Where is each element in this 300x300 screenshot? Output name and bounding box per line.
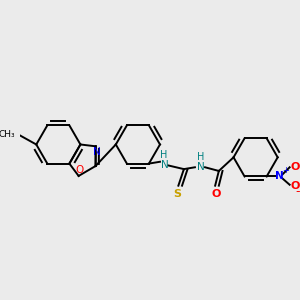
Text: N: N bbox=[196, 162, 204, 172]
Text: H: H bbox=[160, 150, 167, 160]
Text: CH₃: CH₃ bbox=[0, 130, 15, 139]
Text: H: H bbox=[197, 152, 204, 162]
Text: O: O bbox=[212, 189, 221, 199]
Text: O: O bbox=[291, 181, 300, 191]
Text: N: N bbox=[275, 172, 284, 182]
Text: S: S bbox=[173, 189, 181, 199]
Text: +: + bbox=[283, 166, 290, 175]
Text: N: N bbox=[93, 147, 101, 157]
Text: -: - bbox=[296, 185, 300, 198]
Text: O: O bbox=[75, 165, 84, 176]
Text: O: O bbox=[291, 162, 300, 172]
Text: N: N bbox=[161, 160, 168, 170]
